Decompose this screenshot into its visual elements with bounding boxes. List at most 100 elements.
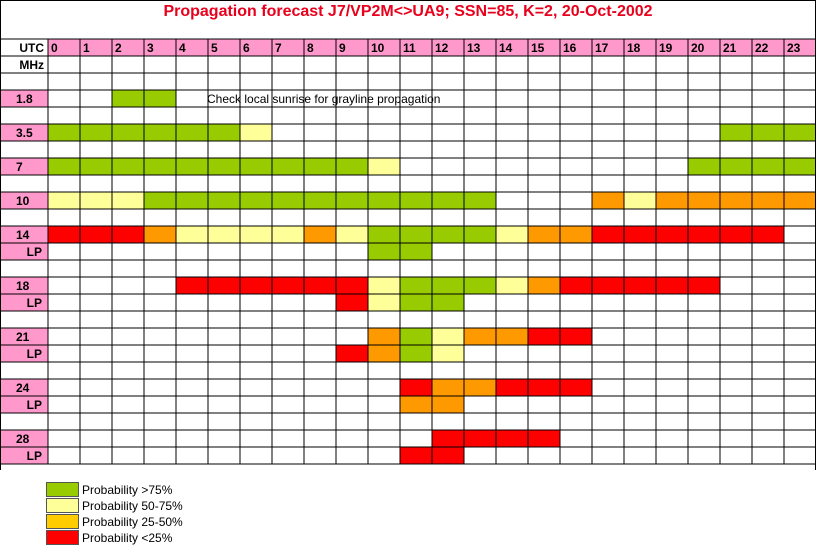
forecast-cell: [656, 277, 688, 294]
band-label: 1.8: [16, 92, 33, 106]
forecast-cell: [784, 192, 816, 209]
band-label-bg: [0, 192, 48, 209]
band-label-bg: [0, 345, 48, 362]
forecast-cell: [432, 447, 464, 464]
band-label-bg: [0, 328, 48, 345]
forecast-cell: [80, 158, 112, 175]
forecast-cell: [368, 277, 400, 294]
forecast-cell: [752, 226, 784, 243]
band-label: 14: [16, 228, 30, 242]
forecast-cell: [176, 226, 208, 243]
propagation-grid: UTC 0 1 2 3 4 5 6 7 8 9 10 11 12 13 14 15 16 17 18 19 20 21 22 2…: [0, 0, 816, 470]
forecast-cell: [272, 277, 304, 294]
forecast-cell: [272, 226, 304, 243]
forecast-cell: [432, 345, 464, 362]
forecast-cell: [496, 226, 528, 243]
forecast-cell: [496, 328, 528, 345]
forecast-cell: [592, 277, 624, 294]
forecast-cell: [432, 379, 464, 396]
band-label-bg: [0, 294, 48, 311]
forecast-cell: [528, 277, 560, 294]
forecast-cell: [720, 192, 752, 209]
forecast-cell: [112, 158, 144, 175]
forecast-cell: [496, 430, 528, 447]
forecast-cell: [336, 226, 368, 243]
forecast-cell: [336, 294, 368, 311]
forecast-cell: [80, 192, 112, 209]
hour-label: 8: [307, 41, 314, 55]
forecast-cell: [752, 124, 784, 141]
forecast-cell: [176, 124, 208, 141]
forecast-cell: [144, 124, 176, 141]
band-label-bg: [0, 430, 48, 447]
forecast-cell: [80, 226, 112, 243]
forecast-cell: [240, 124, 272, 141]
hour-label: 22: [755, 41, 769, 55]
band-label-bg: [0, 277, 48, 294]
forecast-cell: [240, 277, 272, 294]
forecast-cell: [208, 158, 240, 175]
forecast-cell: [336, 158, 368, 175]
forecast-cell: [208, 124, 240, 141]
forecast-cell: [528, 430, 560, 447]
forecast-cell: [336, 192, 368, 209]
hour-label: 2: [115, 41, 122, 55]
forecast-cell: [528, 328, 560, 345]
hour-label: 13: [467, 41, 481, 55]
band-label: LP: [27, 347, 42, 361]
hour-label: 12: [435, 41, 449, 55]
forecast-cell: [304, 158, 336, 175]
mhz-label: MHz: [19, 58, 44, 72]
legend-label: Probability 50-75%: [82, 499, 183, 513]
forecast-cell: [464, 328, 496, 345]
forecast-cell: [432, 192, 464, 209]
forecast-cell: [336, 277, 368, 294]
forecast-cell: [304, 192, 336, 209]
grayline-note: Check local sunrise for grayline propaga…: [207, 92, 440, 106]
chart-title: Propagation forecast J7/VP2M<>UA9; SSN=8…: [163, 3, 653, 20]
hour-label: 16: [563, 41, 577, 55]
forecast-cell: [112, 90, 144, 107]
band-label: 21: [16, 330, 30, 344]
band-label: 10: [16, 194, 30, 208]
hour-label: 10: [371, 41, 385, 55]
band-label: 24: [16, 381, 30, 395]
forecast-cell: [240, 192, 272, 209]
forecast-cell: [400, 294, 432, 311]
forecast-cell: [272, 192, 304, 209]
forecast-cell: [720, 158, 752, 175]
hour-label: 6: [243, 41, 250, 55]
forecast-cell: [176, 192, 208, 209]
forecast-cell: [688, 226, 720, 243]
forecast-cell: [560, 226, 592, 243]
forecast-cell: [48, 192, 80, 209]
forecast-cell: [368, 226, 400, 243]
forecast-cell: [144, 90, 176, 107]
forecast-cell: [176, 158, 208, 175]
hour-label: 11: [403, 41, 416, 55]
forecast-cell: [80, 124, 112, 141]
forecast-cell: [784, 124, 816, 141]
forecast-cell: [720, 226, 752, 243]
forecast-cell: [208, 277, 240, 294]
hour-label: 18: [627, 41, 641, 55]
forecast-cell: [752, 158, 784, 175]
band-label-bg: [0, 158, 48, 175]
hour-label: 21: [723, 41, 737, 55]
forecast-cell: [48, 158, 80, 175]
forecast-cell: [400, 277, 432, 294]
forecast-cell: [592, 226, 624, 243]
forecast-cell: [144, 226, 176, 243]
forecast-cell: [368, 345, 400, 362]
hour-label: 19: [659, 41, 673, 55]
legend-swatch: [46, 482, 79, 497]
forecast-cell: [624, 277, 656, 294]
forecast-cell: [432, 294, 464, 311]
forecast-cell: [464, 430, 496, 447]
band-label-bg: [0, 226, 48, 243]
forecast-cell: [496, 379, 528, 396]
band-label: 18: [16, 279, 30, 293]
forecast-cell: [464, 226, 496, 243]
forecast-cell: [240, 226, 272, 243]
forecast-cell: [592, 192, 624, 209]
